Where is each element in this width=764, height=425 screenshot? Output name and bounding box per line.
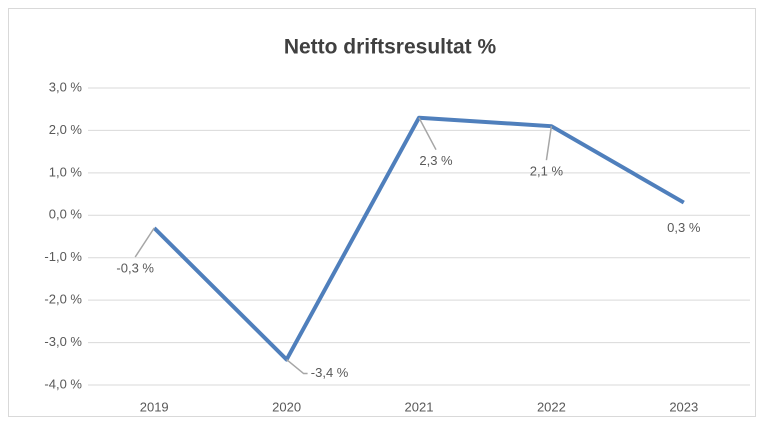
y-tick-label: -2,0 %	[44, 292, 82, 307]
y-tick-label: -4,0 %	[44, 376, 82, 391]
y-tick-label: -1,0 %	[44, 249, 82, 264]
y-tick-label: 2,0 %	[49, 122, 83, 137]
x-tick-label: 2020	[272, 399, 301, 414]
leader-line	[134, 227, 155, 258]
leader-line	[418, 117, 437, 151]
chart-title: Netto driftsresultat %	[284, 36, 497, 59]
y-tick-label: -3,0 %	[44, 334, 82, 349]
data-label: 2,3 %	[419, 153, 453, 168]
data-label: -0,3 %	[116, 260, 154, 275]
chart-border	[8, 8, 756, 417]
leader-line	[286, 358, 308, 375]
data-label: -3,4 %	[311, 365, 349, 380]
data-label: 2,1 %	[530, 164, 564, 179]
x-tick-label: 2022	[537, 399, 566, 414]
x-tick-label: 2019	[140, 399, 169, 414]
y-tick-label: 0,0 %	[49, 207, 83, 222]
x-tick-label: 2021	[405, 399, 434, 414]
y-tick-label: 1,0 %	[49, 164, 83, 179]
data-label: 0,3 %	[667, 220, 701, 235]
y-tick-label: 3,0 %	[49, 79, 83, 94]
x-tick-label: 2023	[669, 399, 698, 414]
leader-line	[545, 126, 553, 161]
